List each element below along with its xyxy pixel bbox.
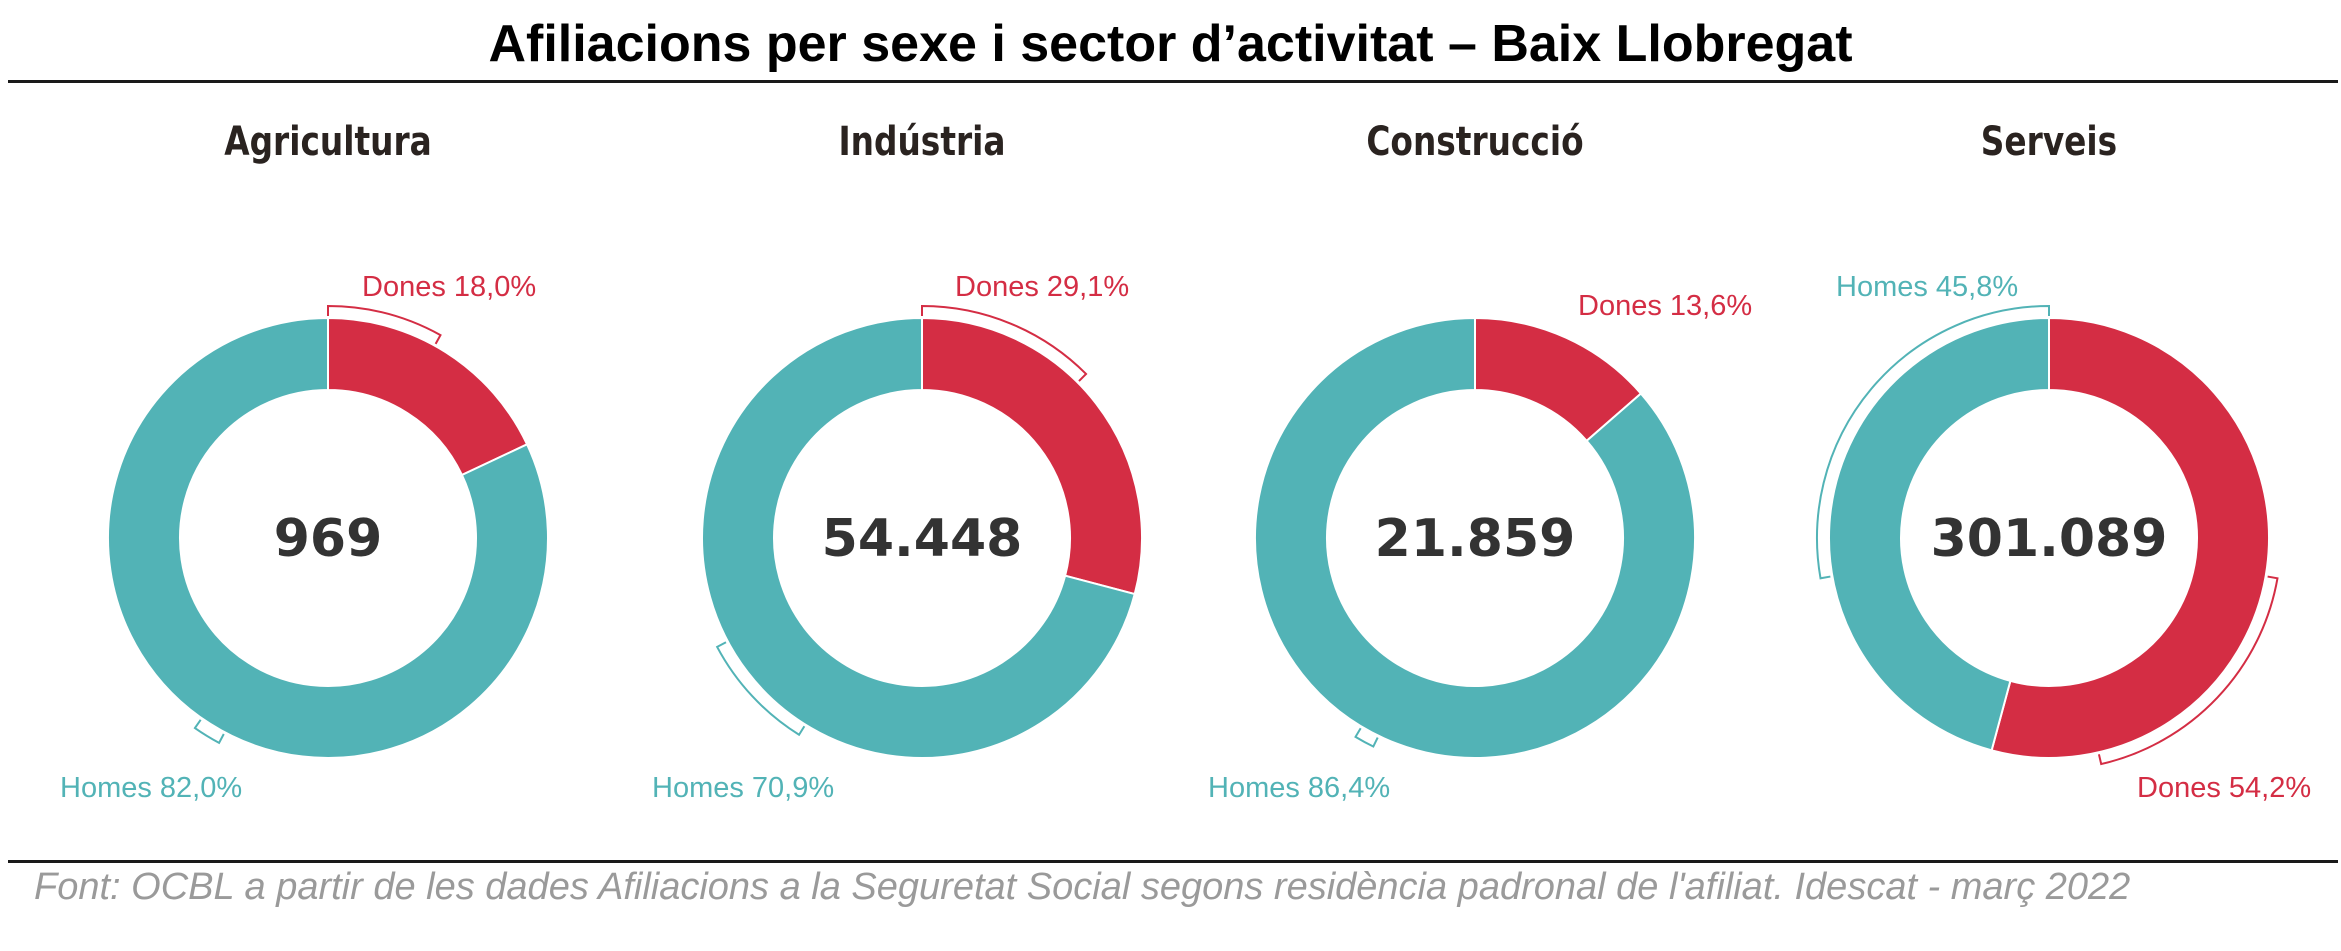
chart-title: Afiliacions per sexe i sector d’activita… (488, 15, 1853, 73)
slice-homes-3 (1828, 316, 2050, 752)
label-homes-1: Homes 70,9% (652, 772, 834, 804)
total-value-2: 21.859 (1375, 509, 1576, 569)
slice-dones-3 (1990, 316, 2270, 759)
slice-dones-0 (327, 316, 529, 477)
donut-charts: Agricultura Dones 18,0% Homes 82,0% 969 Indú… (60, 118, 2311, 804)
total-value-0: 969 (274, 509, 383, 569)
bracket-homes-0 (193, 719, 225, 745)
label-homes-0: Homes 82,0% (60, 772, 242, 804)
bracket-homes-2 (1354, 727, 1379, 748)
bracket-dones-0 (327, 304, 442, 345)
label-dones-0: Dones 18,0% (362, 271, 536, 303)
bracket-dones-1 (921, 304, 1088, 382)
sector-title-1: Indústria (838, 118, 1005, 165)
bottom-divider (8, 860, 2338, 863)
sector-title-0: Agricultura (224, 118, 432, 165)
bracket-dones-3 (2097, 575, 2279, 766)
label-dones-1: Dones 29,1% (955, 271, 1129, 303)
sector-title-3: Serveis (1981, 118, 2117, 165)
bracket-homes-3 (1816, 304, 2050, 580)
label-dones-2: Dones 13,6% (1578, 290, 1752, 322)
total-value-1: 54.448 (822, 509, 1023, 569)
top-divider (8, 80, 2338, 83)
slice-homes-0 (107, 316, 549, 759)
label-homes-3: Homes 45,8% (1836, 271, 2018, 303)
total-value-3: 301.089 (1931, 509, 2168, 569)
slice-dones-1 (921, 316, 1143, 596)
bracket-homes-1 (715, 641, 806, 737)
source-note: Font: OCBL a partir de les dades Afiliac… (34, 866, 2131, 908)
slice-homes-1 (701, 316, 1136, 759)
slice-homes-2 (1254, 316, 1696, 759)
label-homes-2: Homes 86,4% (1208, 772, 1390, 804)
sector-title-2: Construcció (1366, 118, 1583, 165)
label-dones-3: Dones 54,2% (2137, 772, 2311, 804)
